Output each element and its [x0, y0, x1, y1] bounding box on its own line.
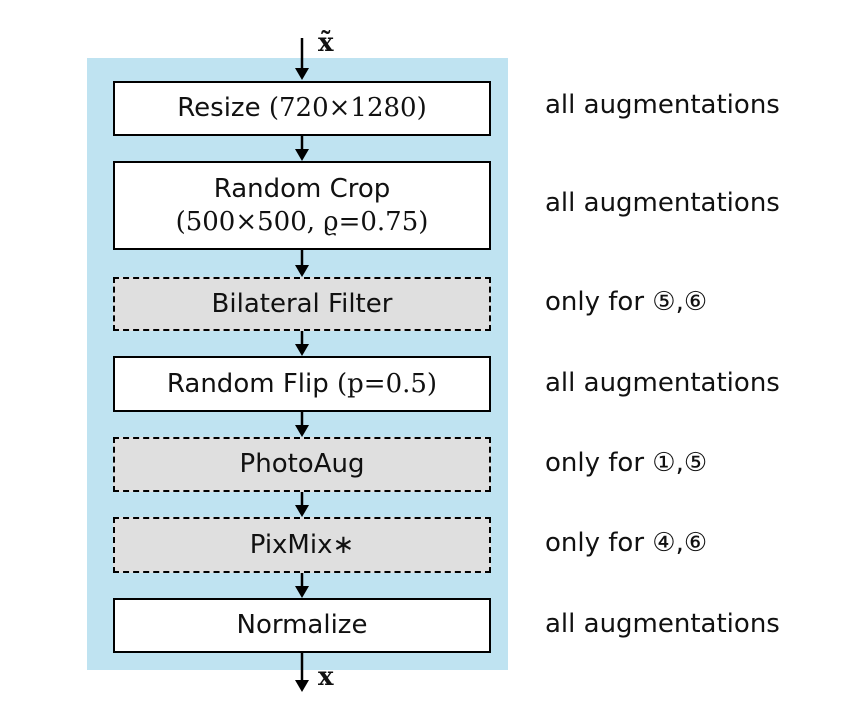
note-normalize: all augmentations [545, 609, 780, 639]
step-random-flip-text: Random Flip [166, 368, 337, 399]
step-resize-label: Resize (720×1280) [177, 92, 426, 125]
step-photoaug: PhotoAug [113, 437, 491, 492]
note-pixmix: only for ④,⑥ [545, 528, 708, 558]
arrowhead-6 [295, 586, 309, 598]
step-bilateral-filter-label: Bilateral Filter [211, 288, 393, 319]
step-random-flip: Random Flip (p=0.5) [113, 356, 491, 412]
arrowhead-4 [295, 425, 309, 437]
step-random-flip-math: (p=0.5) [337, 368, 438, 399]
step-resize: Resize (720×1280) [113, 81, 491, 136]
note-random-crop: all augmentations [545, 188, 780, 218]
note-resize: all augmentations [545, 90, 780, 120]
output-label: x [318, 662, 334, 692]
step-random-crop-params: (500×500, ϱ=0.75) [175, 206, 429, 237]
arrowhead-output [295, 680, 309, 692]
step-pixmix-label: PixMix∗ [249, 529, 355, 560]
step-bilateral-filter: Bilateral Filter [113, 277, 491, 331]
step-resize-text: Resize [177, 93, 269, 124]
arrowhead-input [295, 68, 309, 80]
arrowhead-3 [295, 344, 309, 356]
step-photoaug-label: PhotoAug [239, 449, 365, 480]
note-photoaug: only for ①,⑤ [545, 448, 708, 478]
step-normalize-label: Normalize [236, 610, 368, 641]
step-random-flip-label: Random Flip (p=0.5) [167, 368, 437, 401]
step-random-crop-title: Random Crop [213, 174, 391, 204]
step-random-crop: Random Crop (500×500, ϱ=0.75) [113, 161, 491, 250]
note-bilateral-filter: only for ⑤,⑥ [545, 287, 708, 317]
arrowhead-5 [295, 505, 309, 517]
arrowhead-2 [295, 265, 309, 277]
step-resize-math: (720×1280) [268, 93, 427, 124]
step-pixmix: PixMix∗ [113, 517, 491, 573]
input-label: x̃ [318, 28, 334, 58]
step-normalize: Normalize [113, 598, 491, 653]
note-random-flip: all augmentations [545, 368, 780, 398]
arrowhead-1 [295, 149, 309, 161]
